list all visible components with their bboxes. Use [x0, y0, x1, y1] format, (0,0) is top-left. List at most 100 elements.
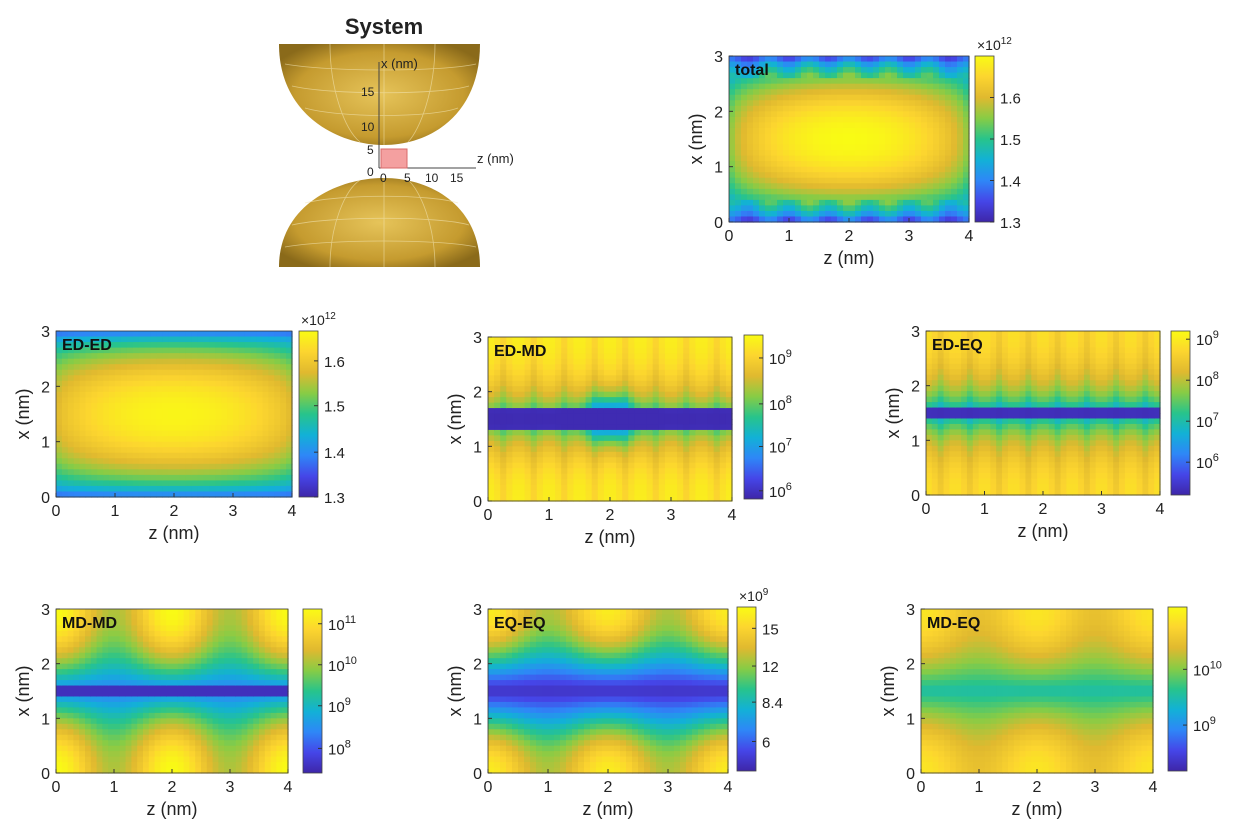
heatmap-cell: [191, 480, 199, 487]
heatmap-cell: [280, 347, 287, 354]
heatmap-cell: [777, 188, 784, 195]
heatmap-cell: [233, 375, 240, 382]
heatmap-cell: [831, 188, 838, 195]
heatmap-cell: [549, 402, 556, 409]
heatmap-cell: [873, 216, 880, 223]
heatmap-cell: [530, 358, 538, 365]
heatmap-cell: [227, 474, 234, 481]
heatmap-cell: [957, 89, 964, 96]
heatmap-cell: [819, 72, 826, 79]
heatmap-cell: [771, 116, 778, 123]
heatmap-cell: [244, 485, 252, 493]
heatmap-cell: [567, 391, 574, 398]
heatmap-cell: [819, 116, 826, 123]
heatmap-cell: [73, 358, 81, 365]
heatmap-cell: [85, 430, 92, 437]
heatmap-cell: [1089, 391, 1097, 398]
heatmap-cell: [280, 458, 287, 465]
heatmap-cell: [494, 347, 501, 354]
heatmap-cell: [795, 72, 802, 79]
heatmap-cell: [109, 485, 116, 493]
heatmap-cell: [506, 375, 513, 382]
heatmap-cell: [597, 429, 605, 436]
heatmap-cell: [628, 391, 635, 398]
heatmap-cell: [707, 435, 715, 442]
heatmap-cell: [1043, 385, 1050, 392]
heatmap-cell: [197, 414, 205, 421]
heatmap-cell: [813, 144, 820, 151]
heatmap-cell: [943, 462, 950, 469]
heatmap-cell: [955, 391, 962, 398]
heatmap-cell: [144, 386, 151, 393]
heatmap-cell: [949, 462, 956, 469]
heatmap-cell: [713, 364, 721, 371]
heatmap-cell: [628, 479, 635, 486]
heatmap-cell: [1054, 423, 1062, 430]
heatmap-cell: [996, 402, 1003, 409]
colorbar-tick-label: 1.4: [324, 445, 345, 462]
heatmap-cell: [1142, 358, 1149, 365]
heatmap-cell: [955, 336, 962, 343]
heatmap-cell: [879, 150, 886, 157]
heatmap-cell: [174, 391, 181, 398]
heatmap-cell: [1048, 413, 1056, 420]
heatmap-cell: [628, 358, 635, 365]
colorbar-tick-label: 1.3: [324, 490, 345, 507]
heatmap-cell: [209, 452, 216, 459]
heatmap-cell: [1142, 374, 1149, 381]
heatmap-cell: [879, 155, 886, 162]
heatmap-cell: [927, 216, 934, 223]
heatmap-cell: [1066, 336, 1073, 343]
heatmap-cell: [610, 435, 617, 442]
heatmap-cell: [719, 446, 727, 453]
heatmap-cell: [221, 485, 228, 493]
heatmap-cell: [931, 451, 939, 458]
heatmap-cell: [174, 425, 181, 432]
heatmap-cell: [97, 369, 104, 376]
heatmap-cell: [951, 78, 958, 85]
heatmap-cell: [915, 116, 922, 123]
heatmap-cell: [67, 430, 75, 437]
heatmap-cell: [879, 177, 886, 184]
heatmap-cell: [1048, 374, 1056, 381]
heatmap-cell: [500, 440, 507, 447]
heatmap-cell: [837, 61, 844, 68]
heatmap-cell: [67, 375, 75, 382]
heatmap-cell: [244, 441, 252, 448]
heatmap-cell: [203, 425, 210, 432]
heatmap-cell: [512, 391, 520, 398]
heatmap-cell: [179, 331, 187, 338]
heatmap-cell: [518, 358, 526, 365]
heatmap-cell: [683, 429, 690, 436]
heatmap-cell: [174, 452, 181, 459]
heatmap-cell: [1107, 462, 1114, 469]
heatmap-cell: [695, 473, 703, 480]
heatmap-cell: [879, 105, 886, 112]
heatmap-cell: [549, 473, 556, 480]
heatmap-cell: [1142, 489, 1149, 496]
heatmap-cell: [1007, 467, 1015, 474]
heatmap-cell: [926, 391, 933, 398]
heatmap-cell: [215, 425, 222, 432]
heatmap-cell: [819, 83, 826, 90]
heatmap-cell: [1142, 445, 1149, 452]
heatmap-cell: [1072, 413, 1079, 420]
heatmap-cell: [837, 205, 844, 212]
heatmap-cell: [274, 336, 281, 343]
heatmap-cell: [622, 337, 629, 344]
heatmap-cell: [843, 56, 850, 63]
heatmap-cell: [238, 380, 246, 387]
heatmap-cell: [56, 647, 63, 654]
heatmap-cell: [765, 199, 772, 206]
heatmap-cell: [652, 375, 660, 382]
heatmap-cell: [494, 397, 501, 404]
heatmap-cell: [488, 369, 495, 376]
heatmap-cell: [801, 161, 808, 168]
heatmap-cell: [549, 386, 556, 393]
heatmap-cell: [972, 456, 980, 463]
heatmap-cell: [984, 440, 991, 447]
heatmap-cell: [567, 375, 574, 382]
heatmap-cell: [695, 402, 703, 409]
heatmap-cell: [1025, 407, 1032, 414]
heatmap-cell: [747, 94, 754, 101]
